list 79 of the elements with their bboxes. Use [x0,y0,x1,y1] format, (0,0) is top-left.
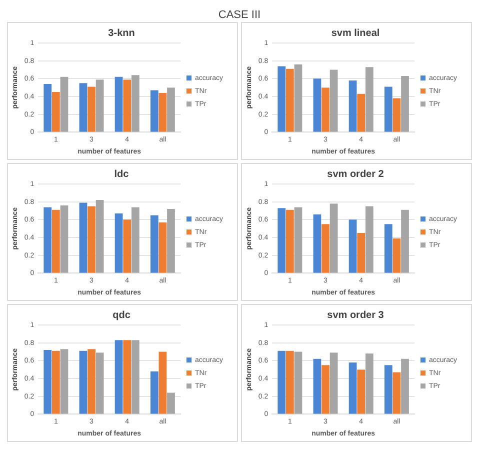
bar [322,365,330,414]
bar [96,352,104,414]
bar [131,340,140,414]
chart-title: 3-knn [108,28,135,39]
bar [123,220,132,273]
bar [313,78,322,132]
bar [294,352,302,414]
bar [150,215,158,273]
bar [114,213,123,273]
bar [357,233,366,273]
bar [60,349,68,414]
bar [167,88,175,132]
bar [79,83,88,132]
bar [150,371,158,414]
bar [313,358,322,414]
bar [330,70,338,132]
chart-title: svm order 3 [327,310,384,321]
bar [294,64,302,132]
bar [114,76,123,132]
bar [294,207,302,273]
bar [278,66,286,132]
bar [348,220,357,273]
bar [79,202,88,273]
bar [365,206,374,273]
bar [401,210,409,273]
bar [158,92,167,132]
bar [96,200,104,273]
bar [123,340,132,414]
bar [79,350,88,414]
bar [44,207,52,273]
bar [384,86,392,132]
bar [401,76,409,132]
bar [322,88,330,132]
bar [167,208,175,273]
bar [150,90,158,132]
bar [60,76,68,132]
bar [158,222,167,273]
bar [278,208,286,273]
bar [357,94,366,132]
chart-title: svm order 2 [327,168,384,180]
bar [330,204,338,273]
bar [131,75,140,132]
bar [88,86,96,132]
bar [114,340,123,414]
bar [348,80,357,132]
bar [44,350,52,414]
bar [286,210,294,273]
bar [123,80,132,132]
bar [52,210,60,273]
bar [392,98,401,132]
bar [357,370,366,414]
bar [131,207,140,273]
chart-title: svm lineal [331,28,380,39]
bar [384,224,392,273]
chart-title: ldc [114,168,130,180]
bar [88,349,96,414]
bar [365,354,374,414]
text: CASE III [217,8,262,22]
bar [278,350,286,414]
bar [348,362,357,414]
bar [44,84,52,132]
bar [52,350,60,414]
bar [60,205,68,273]
bar [401,358,409,414]
bar [286,350,294,414]
bar [313,214,322,273]
bar [392,372,401,414]
bar [392,238,401,273]
bar [330,352,338,414]
bar [158,352,167,414]
bar [88,206,96,273]
bar [167,392,175,414]
bar [384,365,392,414]
bar [96,80,104,132]
bar [322,224,330,273]
bar [286,68,294,132]
bar [52,92,60,132]
chart-title: qdc [112,310,131,321]
bar [365,67,374,132]
